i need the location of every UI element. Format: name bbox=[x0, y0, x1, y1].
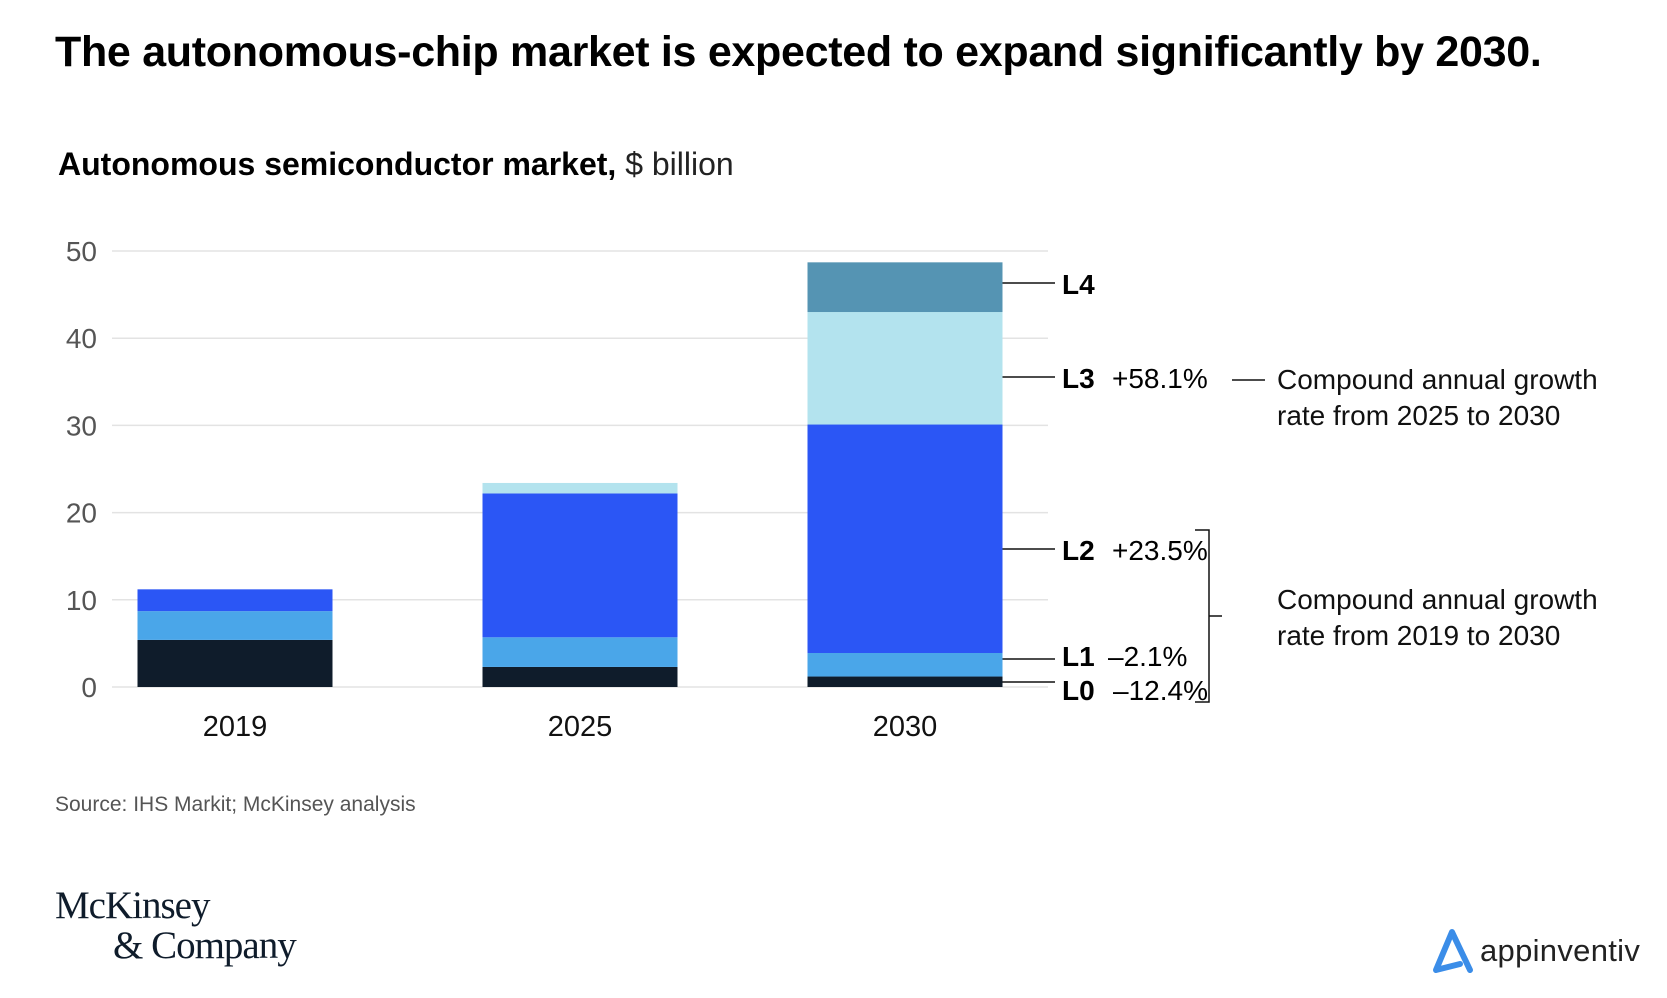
note-2019-2030-line1: Compound annual growth bbox=[1277, 584, 1598, 615]
bar-segment-l2-2019 bbox=[137, 589, 333, 612]
x-tick-label: 2019 bbox=[203, 711, 268, 743]
page-title: The autonomous-chip market is expected t… bbox=[55, 28, 1542, 76]
x-tick-label: 2030 bbox=[873, 711, 938, 743]
bar-segment-l0-2030 bbox=[807, 676, 1003, 687]
bar-segment-l4-2030 bbox=[807, 262, 1003, 313]
y-tick-label: 50 bbox=[66, 236, 97, 267]
note-2025-2030-line2: rate from 2025 to 2030 bbox=[1277, 400, 1560, 431]
note-2019-2030-line2: rate from 2019 to 2030 bbox=[1277, 620, 1560, 651]
bar-segment-l1-2030 bbox=[807, 652, 1003, 677]
x-tick-label: 2025 bbox=[548, 711, 613, 743]
cagr-value-l1: –2.1% bbox=[1108, 641, 1187, 672]
y-tick-label: 0 bbox=[81, 672, 97, 703]
bar-segment-l1-2025 bbox=[482, 637, 678, 667]
bar-segment-l0-2019 bbox=[137, 639, 333, 687]
subtitle-label: Autonomous semiconductor market, bbox=[58, 146, 617, 182]
mckinsey-logo: McKinsey & Company bbox=[55, 884, 297, 967]
chart-subtitle: Autonomous semiconductor market, $ billi… bbox=[58, 146, 734, 183]
brand-name: appinventiv bbox=[1480, 933, 1641, 968]
level-label-l2: L2 bbox=[1062, 535, 1095, 566]
y-tick-label: 30 bbox=[66, 410, 97, 441]
level-label-l0: L0 bbox=[1062, 675, 1095, 706]
subtitle-unit: $ billion bbox=[616, 146, 734, 182]
level-label-l1: L1 bbox=[1062, 641, 1095, 672]
bar-segment-l3-2025 bbox=[482, 482, 678, 494]
cagr-notes: Compound annual growth rate from 2025 to … bbox=[1195, 364, 1598, 703]
y-tick-label: 40 bbox=[66, 323, 97, 354]
appinventiv-logo: appinventiv bbox=[1430, 928, 1640, 974]
bar-segment-l1-2019 bbox=[137, 611, 333, 640]
y-tick-label: 20 bbox=[66, 498, 97, 529]
appinventiv-logo-icon bbox=[1433, 929, 1473, 973]
bars bbox=[137, 262, 1003, 687]
cagr-value-l0: –12.4% bbox=[1113, 675, 1208, 706]
x-axis-ticks: 2019 2025 2030 bbox=[203, 711, 938, 743]
level-label-l4: L4 bbox=[1062, 269, 1095, 300]
source-note: Source: IHS Markit; McKinsey analysis bbox=[55, 793, 416, 816]
bar-segment-l3-2030 bbox=[807, 312, 1003, 425]
level-annotations: L4 L3 +58.1% L2 +23.5% L1 –2.1% L0 –12.4% bbox=[1002, 269, 1208, 706]
cagr-value-l2: +23.5% bbox=[1112, 535, 1208, 566]
bar-segment-l2-2025 bbox=[482, 493, 678, 638]
bar-segment-l0-2025 bbox=[482, 666, 678, 687]
level-label-l3: L3 bbox=[1062, 363, 1095, 394]
note-2025-2030-line1: Compound annual growth bbox=[1277, 364, 1598, 395]
y-tick-label: 10 bbox=[66, 585, 97, 616]
logo-line-1: McKinsey bbox=[55, 884, 210, 927]
y-axis-ticks: 0 10 20 30 40 50 bbox=[66, 236, 97, 703]
logo-line-2: & Company bbox=[113, 924, 297, 967]
bar-segment-l2-2030 bbox=[807, 424, 1003, 653]
cagr-value-l3: +58.1% bbox=[1112, 363, 1208, 394]
